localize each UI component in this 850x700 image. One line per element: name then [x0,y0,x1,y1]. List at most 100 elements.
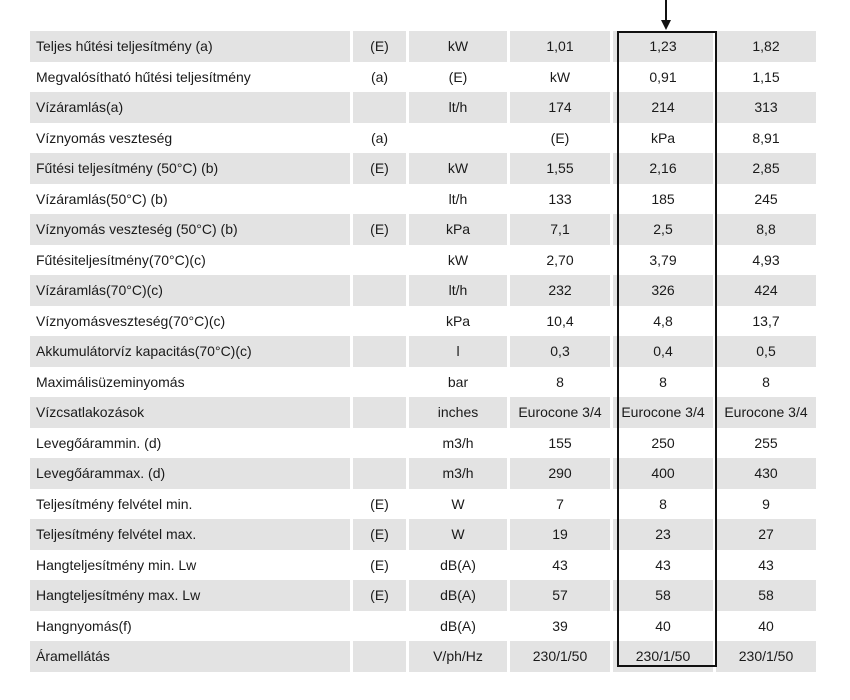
reference-note [353,245,406,276]
table-row: Víznyomás veszteség (a) (E) kPa 8,91 [30,123,816,154]
unit-cell: l [409,336,507,367]
reference-note [353,306,406,337]
reference-note [353,275,406,306]
spec-table-body: Teljes hűtési teljesítmény (a) (E) kW 1,01 1… [30,31,816,672]
unit-cell [409,123,507,154]
reference-note: (E) [370,495,389,512]
table-row: Teljesítmény felvétel max. (E) W 19 23 27 [30,519,816,550]
value-cell-3: 230/1/50 [716,641,816,672]
unit-cell: kW [447,251,469,268]
parameter-name: Hangnyomás(f) [36,617,132,634]
value-cell-3: 2,85 [716,153,816,184]
parameter-name: Víznyomás veszteség (50°C) (b) [30,214,350,245]
unit-cell: lt/h [409,275,507,306]
spec-table: Teljes hűtési teljesítmény (a) (E) kW 1,01 1… [27,31,819,672]
value-cell-2: 230/1/50 [613,641,713,672]
parameter-name: Megvalósítható hűtési teljesítmény [36,68,251,85]
value-cell-1: 7 [556,495,564,512]
parameter-name: Levegőárammax. (d) [30,458,350,489]
table-row: Hangteljesítmény max. Lw (E) dB(A) 57 58 58 [30,580,816,611]
parameter-name: Teljesítmény felvétel min. [36,495,193,512]
value-cell-3: 8,8 [716,214,816,245]
value-cell-1: kW [549,68,571,85]
table-row: Fűtésiteljesítmény(70°C)(c) kW 2,70 3,79 4,9… [30,245,816,276]
parameter-name: Víznyomásveszteség(70°C)(c) [36,312,226,329]
table-row: Áramellátás V/ph/Hz 230/1/50 230/1/50 230/1/… [30,641,816,672]
value-cell-1: 39 [552,617,568,634]
value-cell-1: 8 [556,373,564,390]
parameter-name: Víznyomás veszteség [36,129,173,146]
reference-note: (E) [370,556,389,573]
unit-cell: W [409,519,507,550]
value-cell-1: 174 [510,92,610,123]
unit-cell: (E) [448,68,468,85]
reference-note: (a) [370,68,389,85]
value-cell-3: 8,91 [752,129,780,146]
unit-cell: lt/h [448,190,468,207]
parameter-name: Hangteljesítmény max. Lw [30,580,350,611]
table-row: Maximálisüzeminyomás bar 8 8 8 [30,367,816,398]
table-row: Vízáramlás(a) lt/h 174 214 313 [30,92,816,123]
value-cell-1: 1,55 [510,153,610,184]
reference-note [353,458,406,489]
parameter-name: Levegőárammin. (d) [36,434,162,451]
value-cell-2: 4,8 [653,312,673,329]
value-cell-1: 230/1/50 [510,641,610,672]
parameter-name: Vízáramlás(a) [30,92,350,123]
unit-cell: bar [447,373,469,390]
reference-note: (E) [353,214,406,245]
value-cell-1: 290 [510,458,610,489]
value-cell-2: 400 [613,458,713,489]
value-cell-2: 58 [613,580,713,611]
value-cell-3: 27 [716,519,816,550]
table-row: Vízcsatlakozások inches Eurocone 3/4 Euroco… [30,397,816,428]
reference-note: (E) [353,31,406,62]
parameter-name: Vízcsatlakozások [30,397,350,428]
table-row: Víznyomásveszteség(70°C)(c) kPa 10,4 4,8 13,… [30,306,816,337]
table-row: Fűtési teljesítmény (50°C) (b) (E) kW 1,55 2… [30,153,816,184]
reference-note [353,92,406,123]
reference-note [353,336,406,367]
value-cell-2: 1,23 [613,31,713,62]
value-cell-2: Eurocone 3/4 [613,397,713,428]
reference-note [353,641,406,672]
table-row: Hangnyomás(f) dB(A) 39 40 40 [30,611,816,642]
table-row: Vízáramlás(70°C)(c) lt/h 232 326 424 [30,275,816,306]
value-cell-3: 4,93 [752,251,780,268]
unit-cell: W [451,495,465,512]
value-cell-1: 43 [552,556,568,573]
value-cell-2: 2,5 [613,214,713,245]
parameter-name: Maximálisüzeminyomás [36,373,185,390]
unit-cell: kPa [445,312,471,329]
value-cell-1: 19 [510,519,610,550]
value-cell-1: 1,01 [510,31,610,62]
table-row: Teljes hűtési teljesítmény (a) (E) kW 1,01 1… [30,31,816,62]
value-cell-2: 0,4 [613,336,713,367]
unit-cell: inches [409,397,507,428]
reference-note: (E) [353,580,406,611]
value-cell-1: Eurocone 3/4 [510,397,610,428]
unit-cell: dB(A) [440,617,476,634]
value-cell-1: 10,4 [546,312,574,329]
value-cell-3: 8 [762,373,770,390]
reference-note: (a) [370,129,389,146]
reference-note [353,611,406,642]
down-arrow-icon [661,0,671,30]
table-row: Levegőárammax. (d) m3/h 290 400 430 [30,458,816,489]
reference-note [353,184,406,215]
value-cell-3: 43 [758,556,774,573]
unit-cell: m3/h [409,458,507,489]
reference-note [353,367,406,398]
reference-note: (E) [353,153,406,184]
value-cell-1: 7,1 [510,214,610,245]
value-cell-2: 214 [613,92,713,123]
value-cell-2: 2,16 [613,153,713,184]
value-cell-1: 2,70 [546,251,574,268]
value-cell-2: 3,79 [649,251,677,268]
value-cell-1: 57 [510,580,610,611]
value-cell-3: 255 [754,434,778,451]
value-cell-2: 0,91 [649,68,677,85]
value-cell-2: 185 [651,190,675,207]
parameter-name: Teljesítmény felvétel max. [30,519,350,550]
value-cell-3: 430 [716,458,816,489]
